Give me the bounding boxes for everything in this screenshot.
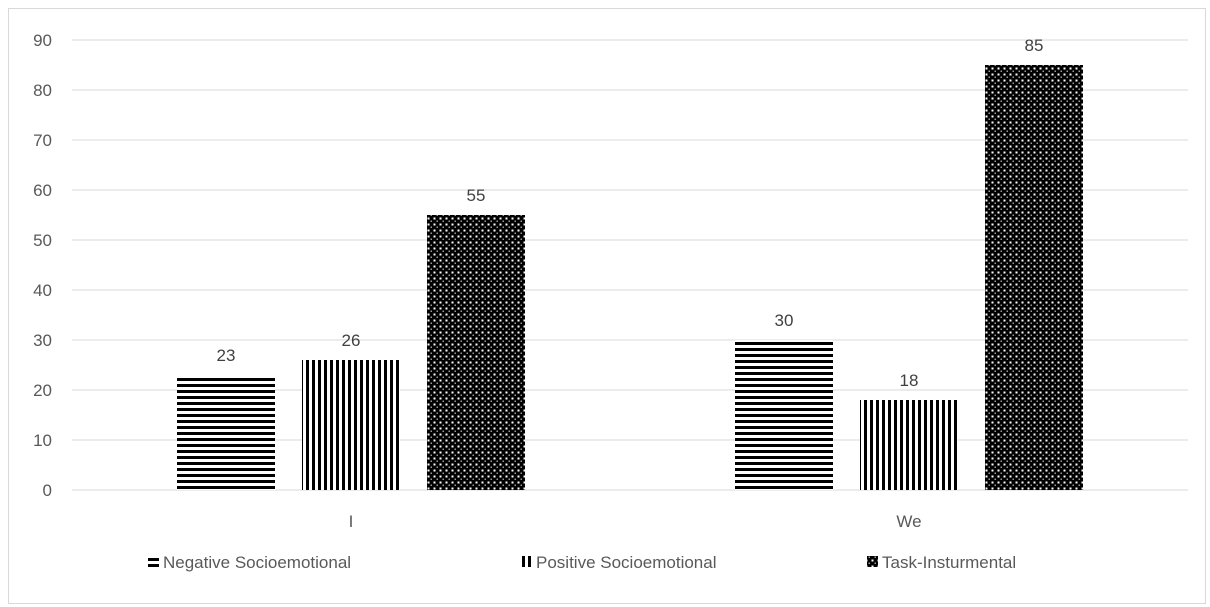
y-tick-label-70: 70 [33,131,52,150]
y-tick-label-10: 10 [33,431,52,450]
y-tick-label-30: 30 [33,331,52,350]
bars [177,65,1083,490]
legend-item-negative-socioemotional: Negative Socioemotional [148,553,351,572]
y-tick-label-50: 50 [33,231,52,250]
data-label-i-task-insturmental: 55 [467,186,486,205]
y-tick-label-40: 40 [33,281,52,300]
y-axis-tick-labels: 0 10 20 30 40 50 60 70 80 90 [33,31,52,500]
x-tick-label-i: I [349,512,354,531]
y-tick-label-90: 90 [33,31,52,50]
legend-swatch-task-insturmental [867,556,878,567]
data-label-i-positive-socioemotional: 26 [342,331,361,350]
x-axis-tick-labels: I We [349,512,922,531]
y-tick-label-20: 20 [33,381,52,400]
bar-i-positive-socioemotional [302,360,400,490]
legend-item-positive-socioemotional: Positive Socioemotional [521,553,716,572]
bar-i-negative-socioemotional [177,375,275,490]
bar-we-task-insturmental [985,65,1083,490]
data-label-we-task-insturmental: 85 [1025,36,1044,55]
data-label-we-positive-socioemotional: 18 [900,371,919,390]
data-label-i-negative-socioemotional: 23 [217,346,236,365]
legend-label-positive-socioemotional: Positive Socioemotional [536,553,716,572]
x-tick-label-we: We [896,512,921,531]
bar-we-positive-socioemotional [860,400,958,490]
y-tick-label-80: 80 [33,81,52,100]
legend: Negative Socioemotional Positive Socioemo… [148,553,1016,572]
legend-label-task-insturmental: Task-Insturmental [882,553,1016,572]
bar-i-task-insturmental [427,215,525,490]
legend-item-task-insturmental: Task-Insturmental [867,553,1016,572]
legend-label-negative-socioemotional: Negative Socioemotional [163,553,351,572]
data-labels: 23 26 55 30 18 85 [217,36,1044,390]
legend-swatch-positive-socioemotional [521,556,532,567]
y-tick-label-60: 60 [33,181,52,200]
bar-we-negative-socioemotional [735,340,833,490]
data-label-we-negative-socioemotional: 30 [775,311,794,330]
y-tick-label-0: 0 [43,481,52,500]
legend-swatch-negative-socioemotional [148,556,159,567]
